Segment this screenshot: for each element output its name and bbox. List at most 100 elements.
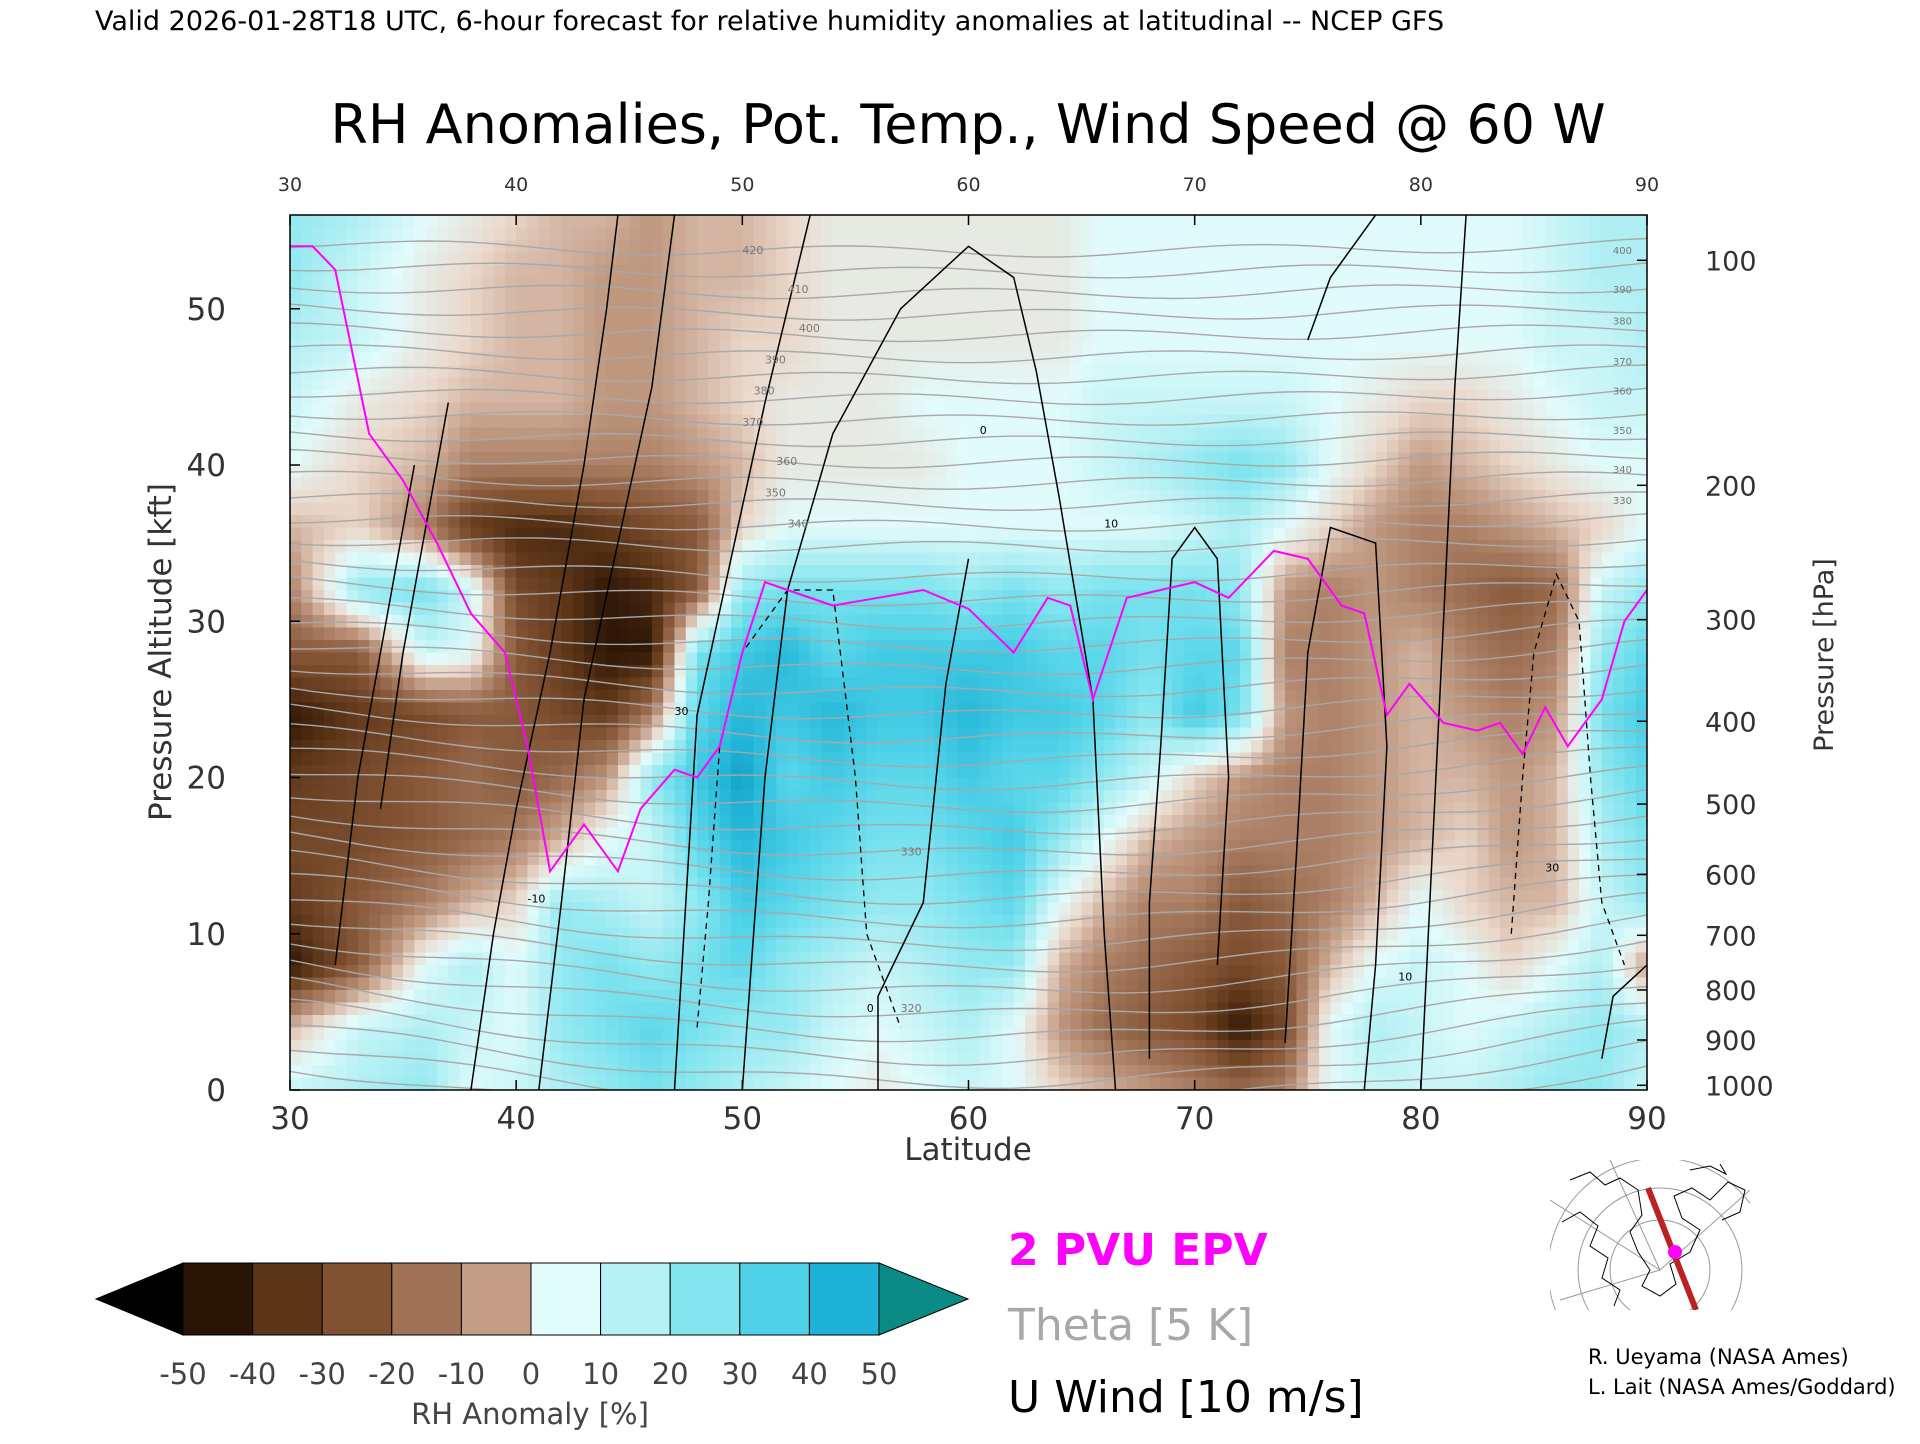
heatmap-cell — [923, 265, 936, 279]
heatmap-cell — [346, 227, 359, 241]
heatmap-cell — [832, 1027, 845, 1041]
heatmap-cell — [878, 327, 890, 341]
heatmap-cell — [346, 452, 359, 466]
heatmap-cell — [753, 952, 766, 966]
heatmap-cell — [1002, 627, 1015, 641]
heatmap-cell — [787, 327, 800, 341]
heatmap-cell — [878, 540, 890, 554]
heatmap-cell — [301, 690, 314, 704]
heatmap-cell — [866, 1065, 879, 1079]
heatmap-cell — [403, 240, 415, 254]
heatmap-cell — [369, 215, 382, 229]
heatmap-cell — [957, 277, 970, 291]
heatmap-cell — [459, 665, 472, 679]
heatmap-cell — [957, 865, 970, 879]
heatmap-cell — [550, 1052, 562, 1066]
heatmap-cell — [369, 390, 382, 404]
heatmap-cell — [889, 452, 902, 466]
heatmap-cell — [776, 640, 789, 654]
heatmap-cell — [1070, 402, 1083, 416]
heatmap-cell — [640, 977, 653, 991]
heatmap-cell — [335, 490, 348, 504]
heatmap-cell — [301, 302, 314, 316]
heatmap-cell — [572, 865, 585, 879]
heatmap-cell — [380, 665, 393, 679]
heatmap-cell — [798, 277, 811, 291]
heatmap-cell — [301, 927, 314, 941]
heatmap-cell — [878, 965, 890, 979]
heatmap-cell — [493, 552, 506, 566]
heatmap-cell — [1013, 1015, 1026, 1029]
heatmap-cell — [414, 340, 427, 354]
heatmap-cell — [697, 377, 710, 391]
heatmap-cell — [708, 377, 721, 391]
heatmap-cell — [346, 1065, 359, 1079]
heatmap-cell — [1058, 727, 1071, 741]
heatmap-cell — [403, 902, 415, 916]
heatmap-cell — [470, 490, 483, 504]
heatmap-cell — [1002, 415, 1015, 429]
heatmap-cell — [595, 415, 608, 429]
heatmap-cell — [459, 877, 472, 891]
heatmap-cell — [844, 577, 857, 591]
heatmap-cell — [538, 1002, 551, 1016]
heatmap-cell — [832, 615, 845, 629]
heatmap-cell — [900, 1027, 913, 1041]
heatmap-cell — [719, 890, 732, 904]
heatmap-cell — [425, 1065, 438, 1079]
heatmap-cell — [708, 802, 721, 816]
heatmap-cell — [1081, 265, 1094, 279]
heatmap-cell — [312, 840, 325, 854]
heatmap-cell — [369, 327, 382, 341]
heatmap-cell — [719, 365, 732, 379]
heatmap-cell — [911, 565, 924, 579]
heatmap-cell — [448, 1027, 461, 1041]
heatmap-cell — [425, 965, 438, 979]
heatmap-cell — [911, 702, 924, 716]
heatmap-cell — [991, 227, 1004, 241]
heatmap-cell — [425, 577, 438, 591]
heatmap-cell — [719, 540, 732, 554]
heatmap-cell — [301, 1065, 314, 1079]
heatmap-cell — [787, 990, 800, 1004]
heatmap-cell — [674, 215, 687, 229]
heatmap-cell — [1013, 840, 1026, 854]
heatmap-cell — [1036, 790, 1049, 804]
heatmap-cell — [595, 377, 608, 391]
heatmap-cell — [651, 952, 664, 966]
heatmap-cell — [968, 440, 981, 454]
heatmap-cell — [301, 952, 314, 966]
heatmap-cell — [934, 240, 947, 254]
heatmap-cell — [493, 302, 506, 316]
heatmap-cell — [346, 1040, 359, 1054]
heatmap-cell — [482, 827, 495, 841]
heatmap-cell — [866, 627, 879, 641]
heatmap-cell — [459, 865, 472, 879]
heatmap-cell — [719, 515, 732, 529]
heatmap-cell — [878, 865, 890, 879]
heatmap-cell — [516, 952, 529, 966]
heatmap-cell — [923, 290, 936, 304]
heatmap-cell — [719, 627, 732, 641]
heatmap-cell — [753, 477, 766, 491]
heatmap-cell — [957, 840, 970, 854]
heatmap-cell — [437, 527, 449, 541]
heatmap-cell — [731, 302, 743, 316]
heatmap-cell — [595, 277, 608, 291]
heatmap-cell — [1002, 527, 1015, 541]
heatmap-cell — [391, 590, 404, 604]
heatmap-cell — [776, 665, 789, 679]
heatmap-cell — [527, 927, 540, 941]
heatmap-cell — [323, 302, 336, 316]
heatmap-cell — [900, 477, 913, 491]
heatmap-cell — [617, 352, 630, 366]
heatmap-cell — [708, 827, 721, 841]
heatmap-cell — [697, 252, 710, 266]
heatmap-cell — [685, 627, 698, 641]
heatmap-cell — [527, 640, 540, 654]
heatmap-cell — [878, 852, 890, 866]
heatmap-cell — [470, 1015, 483, 1029]
heatmap-cell — [979, 627, 992, 641]
heatmap-cell — [776, 615, 789, 629]
heatmap-cell — [923, 515, 936, 529]
